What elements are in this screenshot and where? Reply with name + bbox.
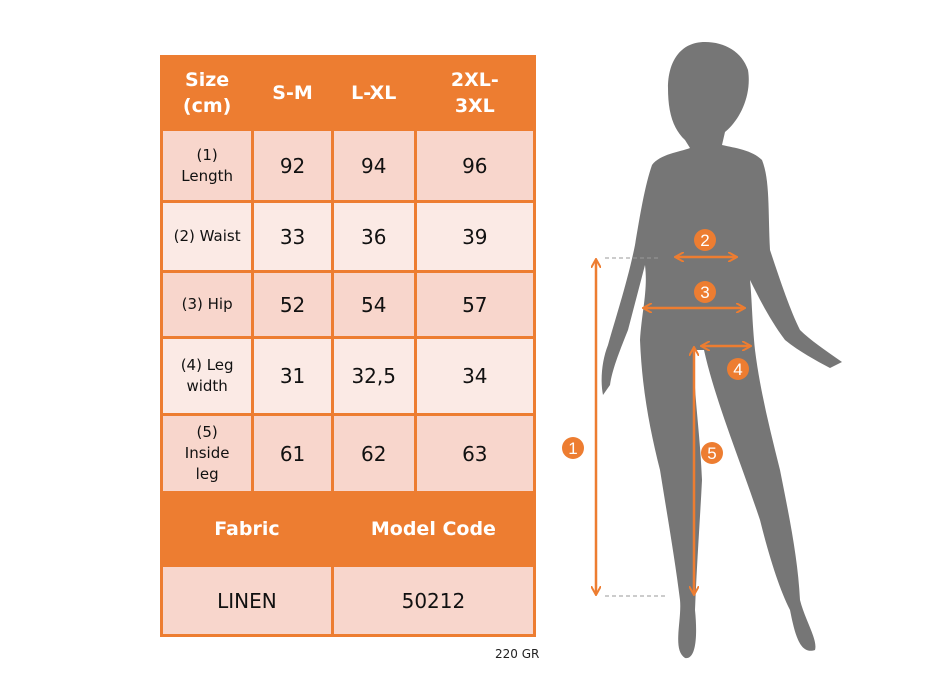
cell: 39: [413, 200, 537, 273]
cell: 92: [251, 128, 334, 203]
size-chart-table: Size (cm) S-M L-XL 2XL-3XL (1) Length 92…: [159, 55, 537, 637]
cell: 54: [330, 270, 417, 339]
marker-3: 3: [700, 283, 709, 302]
model-code-header: Model Code: [330, 491, 537, 567]
header-l-xl: L-XL: [330, 55, 417, 131]
header-row: Size (cm) S-M L-XL 2XL-3XL: [159, 55, 537, 131]
row-label: (1) Length: [159, 128, 255, 203]
header-2xl-3xl: 2XL-3XL: [413, 55, 537, 131]
row-label: (5) Inside leg: [159, 413, 255, 494]
marker-4: 4: [733, 360, 742, 379]
marker-5: 5: [707, 444, 716, 463]
cell: 34: [413, 336, 537, 416]
weight-label: 220 GR: [495, 647, 540, 661]
cell: 96: [413, 128, 537, 203]
marker-2: 2: [700, 231, 709, 250]
table-row: (4) Leg width 31 32,5 34: [159, 336, 537, 416]
cell: 62: [330, 413, 417, 494]
table-row: (1) Length 92 94 96: [159, 128, 537, 203]
cell: 57: [413, 270, 537, 339]
table-row: (3) Hip 52 54 57: [159, 270, 537, 339]
cell: 61: [251, 413, 334, 494]
number-markers: 1 2 3 4 5: [562, 229, 749, 464]
header-size: Size (cm): [159, 55, 255, 131]
row-label: (2) Waist: [159, 200, 255, 273]
guide-lines: [605, 257, 668, 597]
fabric-value: LINEN: [160, 564, 334, 637]
measurement-arrows: [596, 257, 750, 594]
cell: 31: [251, 336, 334, 416]
cell: 36: [330, 200, 417, 273]
row-label: (4) Leg width: [159, 336, 255, 416]
model-code-value: 50212: [330, 564, 537, 637]
marker-1: 1: [568, 439, 577, 458]
header-s-m: S-M: [251, 55, 334, 131]
cell: 32,5: [330, 336, 417, 416]
cell: 33: [251, 200, 334, 273]
fabric-row: LINEN 50212: [160, 564, 537, 637]
cell: 94: [330, 128, 417, 203]
row-label: (3) Hip: [159, 270, 255, 339]
table-row: (2) Waist 33 36 39: [159, 200, 537, 273]
table-row: (5) Inside leg 61 62 63: [159, 413, 537, 494]
fabric-header-row: Fabric Model Code: [160, 491, 537, 567]
cell: 52: [251, 270, 334, 339]
woman-silhouette: [601, 42, 842, 659]
fabric-header: Fabric: [160, 491, 334, 567]
cell: 63: [413, 413, 537, 494]
